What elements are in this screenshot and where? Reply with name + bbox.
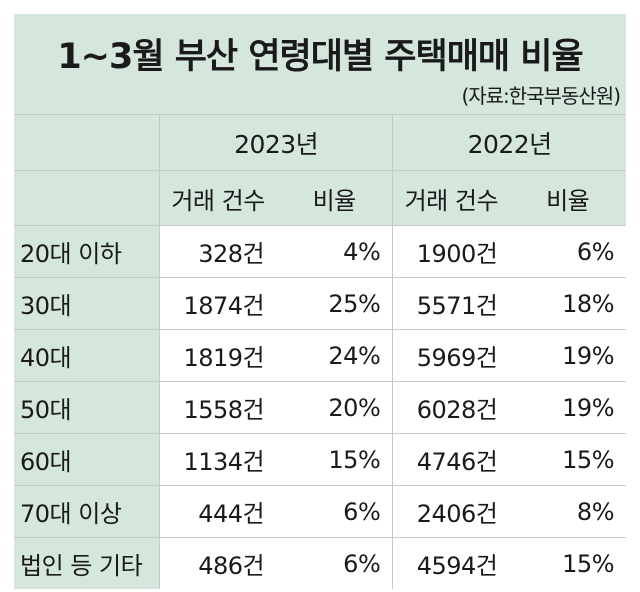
cell-count-2022: 4746건 xyxy=(392,433,510,486)
row-label: 70대 이상 xyxy=(14,485,160,538)
cell-count-2023: 1819건 xyxy=(159,329,277,382)
cell-count-2023: 486건 xyxy=(159,537,277,589)
cell-ratio-2023: 15% xyxy=(276,433,393,486)
cell-count-2022: 5969건 xyxy=(392,329,510,382)
title-banner: 1~3월 부산 연령대별 주택매매 비율 (자료:한국부동산원) xyxy=(14,14,626,114)
table-row: 50대 1558건 20% 6028건 19% xyxy=(14,381,626,434)
cell-ratio-2023: 20% xyxy=(276,381,393,434)
row-label: 50대 xyxy=(14,381,160,434)
cell-ratio-2022: 15% xyxy=(509,433,626,486)
cell-ratio-2022: 19% xyxy=(509,381,626,434)
table-figure: 1~3월 부산 연령대별 주택매매 비율 (자료:한국부동산원) 2023년 2… xyxy=(14,14,626,589)
cell-count-2023: 1558건 xyxy=(159,381,277,434)
corner-cell xyxy=(14,114,160,171)
table-row: 40대 1819건 24% 5969건 19% xyxy=(14,329,626,382)
row-label: 60대 xyxy=(14,433,160,486)
col-header-count-2023: 거래 건수 xyxy=(159,170,277,226)
row-label: 40대 xyxy=(14,329,160,382)
cell-ratio-2022: 15% xyxy=(509,537,626,589)
row-label: 법인 등 기타 xyxy=(14,537,160,589)
year-header-row: 2023년 2022년 xyxy=(14,114,626,171)
cell-ratio-2022: 18% xyxy=(509,277,626,330)
cell-count-2023: 328건 xyxy=(159,225,277,278)
source-note: (자료:한국부동산원) xyxy=(461,84,621,108)
cell-count-2023: 1134건 xyxy=(159,433,277,486)
cell-ratio-2023: 4% xyxy=(276,225,393,278)
table-row: 60대 1134건 15% 4746건 15% xyxy=(14,433,626,486)
cell-count-2022: 2406건 xyxy=(392,485,510,538)
cell-ratio-2023: 24% xyxy=(276,329,393,382)
cell-ratio-2023: 6% xyxy=(276,485,393,538)
page-title: 1~3월 부산 연령대별 주택매매 비율 xyxy=(57,37,583,77)
cell-count-2022: 6028건 xyxy=(392,381,510,434)
cell-count-2023: 1874건 xyxy=(159,277,277,330)
cell-ratio-2022: 8% xyxy=(509,485,626,538)
row-label: 20대 이하 xyxy=(14,225,160,278)
data-table: 2023년 2022년 거래 건수 비율 거래 건수 비율 20대 이하 328건… xyxy=(14,114,626,589)
cell-count-2022: 5571건 xyxy=(392,277,510,330)
year-header-2023: 2023년 xyxy=(158,114,393,171)
cell-ratio-2023: 25% xyxy=(276,277,393,330)
cell-ratio-2022: 6% xyxy=(509,225,626,278)
col-header-ratio-2022: 비율 xyxy=(509,170,626,226)
column-header-row: 거래 건수 비율 거래 건수 비율 xyxy=(14,170,626,226)
corner-cell-lower xyxy=(14,170,160,226)
table-row: 30대 1874건 25% 5571건 18% xyxy=(14,277,626,330)
cell-count-2022: 1900건 xyxy=(392,225,510,278)
year-header-2022: 2022년 xyxy=(392,114,626,171)
table-row: 법인 등 기타 486건 6% 4594건 15% xyxy=(14,537,626,589)
col-header-count-2022: 거래 건수 xyxy=(392,170,510,226)
cell-count-2022: 4594건 xyxy=(392,537,510,589)
cell-ratio-2023: 6% xyxy=(276,537,393,589)
cell-ratio-2022: 19% xyxy=(509,329,626,382)
cell-count-2023: 444건 xyxy=(159,485,277,538)
col-header-ratio-2023: 비율 xyxy=(276,170,393,226)
row-label: 30대 xyxy=(14,277,160,330)
table-body: 20대 이하 328건 4% 1900건 6% 30대 1874건 25% 5571건 18% 40… xyxy=(14,225,626,589)
table-row: 70대 이상 444건 6% 2406건 8% xyxy=(14,485,626,538)
table-row: 20대 이하 328건 4% 1900건 6% xyxy=(14,225,626,278)
